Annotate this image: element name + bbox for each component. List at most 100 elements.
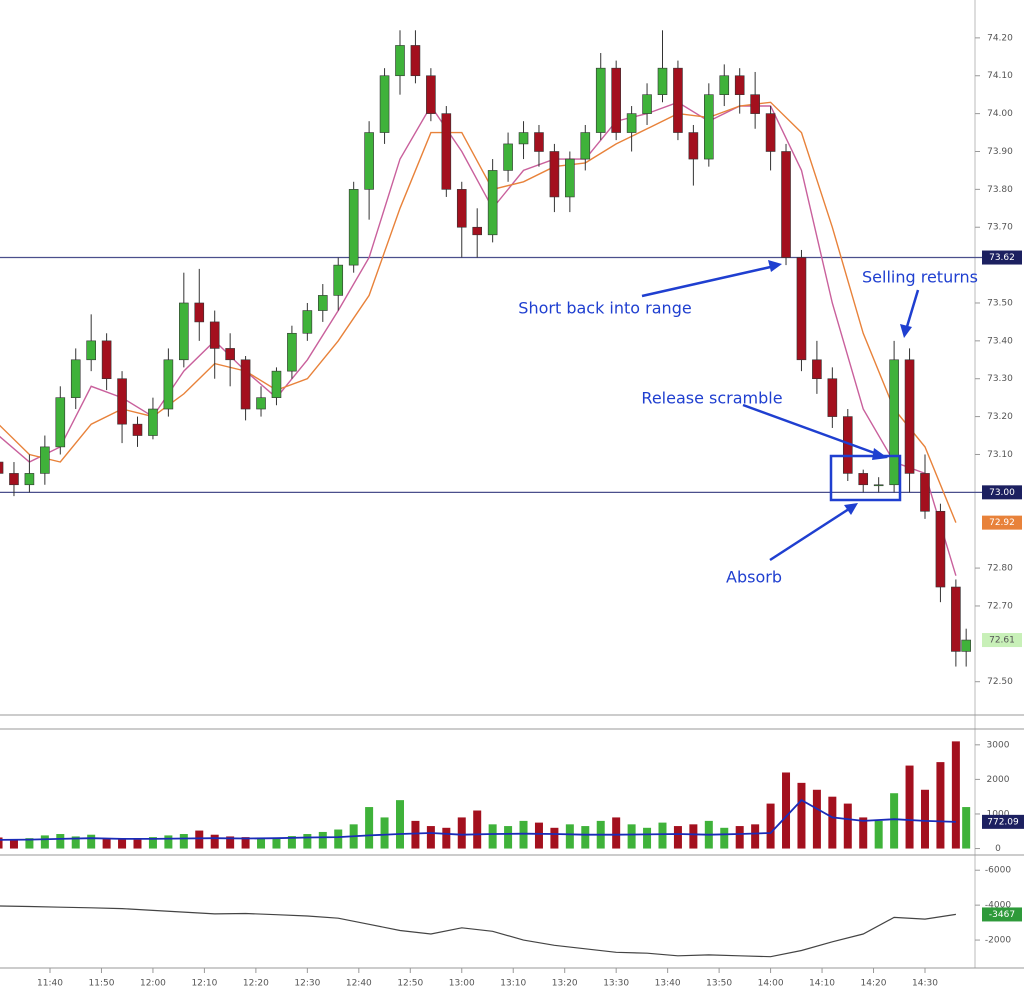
- candle-body: [734, 75, 745, 95]
- candle-body: [503, 143, 513, 171]
- y-tick-label: 73.40: [987, 336, 1013, 346]
- x-tick-label: 14:10: [809, 979, 835, 989]
- candle-body: [333, 264, 344, 296]
- candle-body: [395, 45, 405, 77]
- volume-bar: [565, 824, 574, 849]
- volume-bar: [488, 824, 497, 849]
- y-tick-label: 1000: [987, 809, 1010, 819]
- volume-bar: [380, 817, 389, 849]
- candle-body: [920, 473, 930, 512]
- y-tick-label: 73.50: [987, 298, 1013, 308]
- level-label-box: [982, 250, 1022, 265]
- candle-body: [302, 310, 313, 334]
- volume-bar: [411, 820, 420, 849]
- candle-body: [518, 132, 529, 145]
- y-tick-label: -2000: [985, 936, 1011, 946]
- volume-bar: [241, 837, 250, 849]
- candle-body: [858, 473, 869, 486]
- arrow: [641, 264, 776, 298]
- volume-bar: [962, 807, 971, 849]
- volume-bar: [905, 765, 914, 849]
- volume-bar: [828, 796, 837, 849]
- candle-body: [611, 67, 621, 133]
- candle-body: [426, 75, 436, 114]
- volume-bar: [226, 836, 235, 849]
- volume-bar: [812, 789, 821, 849]
- volume-bar: [272, 837, 281, 849]
- volume-bar: [0, 837, 3, 849]
- candle-body: [595, 67, 606, 133]
- marks: 72.50 72.70 72.80 73.10 73.20 73.30 73.40 73.50…: [0, 30, 1024, 989]
- candle-body: [209, 321, 220, 349]
- candle-body: [271, 370, 282, 398]
- volume-bar: [890, 793, 899, 849]
- volume-bar: [102, 838, 111, 849]
- candle-body: [951, 586, 961, 652]
- volume-bar: [303, 834, 312, 849]
- y-tick-label: 0: [995, 844, 1001, 854]
- volume-bar: [766, 803, 775, 849]
- candle-body: [796, 257, 807, 361]
- volume-bar: [843, 803, 852, 849]
- candle-body: [688, 132, 699, 160]
- ma-price-label: 72.92: [989, 518, 1015, 528]
- level-label-box: [982, 485, 1022, 500]
- x-tick-label: 12:30: [294, 979, 320, 989]
- x-tick-label: 12:00: [140, 979, 166, 989]
- volume-bar: [627, 824, 636, 849]
- volume-bar: [210, 834, 219, 849]
- y-tick-label: 73.80: [987, 185, 1013, 195]
- x-tick-label: 13:10: [500, 979, 526, 989]
- annotation-shapes: [641, 264, 920, 562]
- candle-body: [781, 151, 791, 258]
- delta-label: -3467: [989, 910, 1015, 920]
- candle-body: [194, 302, 205, 323]
- candle-body: [765, 113, 776, 152]
- candle-body: [626, 113, 637, 133]
- candle-body: [642, 94, 652, 114]
- candle-body: [657, 67, 668, 95]
- annotation: Selling returns: [862, 268, 978, 287]
- candle-body: [549, 151, 560, 198]
- candle-body: [364, 132, 374, 190]
- x-tick-label: 12:10: [191, 979, 217, 989]
- volume-bar: [148, 837, 157, 849]
- volume-bar: [195, 830, 204, 849]
- candle-body: [935, 510, 946, 588]
- volume-bar: [612, 817, 621, 849]
- level-label: 73.62: [989, 253, 1015, 263]
- volume-bar: [334, 829, 343, 849]
- volume-bar: [550, 827, 559, 849]
- candle-body: [256, 397, 266, 410]
- candle-body: [580, 132, 591, 160]
- volume-bar: [534, 822, 543, 849]
- arrow: [769, 505, 853, 562]
- volume-bar: [287, 836, 296, 849]
- volume-bar: [874, 820, 883, 849]
- volume-bar: [658, 822, 667, 849]
- volume-bar: [40, 835, 49, 849]
- volume-bar: [133, 839, 142, 849]
- y-tick-label: 73.20: [987, 412, 1013, 422]
- volume-bar: [735, 826, 744, 849]
- arrow: [742, 403, 881, 457]
- candle-body: [534, 132, 544, 152]
- moving-average: [0, 101, 957, 523]
- volume-label-box: [982, 814, 1024, 829]
- candle-body: [317, 295, 328, 311]
- annotation: Short back into range: [518, 299, 691, 318]
- candle-body: [410, 45, 421, 77]
- candle-body: [750, 94, 760, 114]
- y-tick-label: 2000: [987, 775, 1010, 785]
- candle-body: [704, 94, 714, 160]
- delta-label-box: [982, 907, 1022, 922]
- y-tick-label: 73.30: [987, 374, 1013, 384]
- volume-bar: [365, 807, 374, 849]
- x-tick-label: 13:40: [655, 979, 681, 989]
- y-tick-label: 73.70: [987, 223, 1013, 233]
- y-tick-label: 3000: [987, 740, 1010, 750]
- volume-bar: [936, 762, 945, 849]
- candle-body: [24, 473, 35, 486]
- last-price-box: [982, 633, 1022, 648]
